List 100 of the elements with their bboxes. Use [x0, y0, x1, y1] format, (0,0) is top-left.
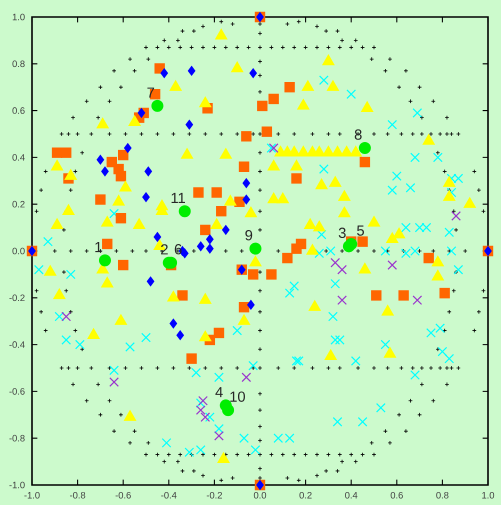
- x-tick-label: 0.4: [345, 492, 358, 499]
- point: [258, 45, 262, 50]
- point: [372, 45, 376, 50]
- point: [180, 468, 185, 474]
- point: [438, 132, 442, 136]
- point: [337, 264, 347, 275]
- point: [284, 82, 295, 92]
- point: [114, 248, 119, 254]
- x-tick-label: 0.2: [299, 492, 312, 499]
- point: [451, 211, 461, 221]
- point: [444, 366, 450, 370]
- point: [196, 405, 206, 415]
- point: [170, 318, 178, 328]
- point: [420, 382, 424, 387]
- x-tick-label: -0.8: [70, 492, 86, 499]
- point: [118, 260, 128, 270]
- point: [171, 366, 176, 370]
- point: [200, 24, 206, 29]
- point: [75, 132, 80, 136]
- point: [106, 156, 117, 168]
- point: [420, 366, 424, 370]
- point: [246, 452, 251, 457]
- point: [258, 438, 262, 443]
- point: [444, 115, 450, 120]
- point: [200, 224, 210, 236]
- point: [326, 452, 331, 457]
- point: [330, 258, 340, 268]
- point: [242, 178, 250, 188]
- annotation: 4: [215, 387, 223, 398]
- point: [98, 254, 111, 266]
- point: [144, 452, 148, 457]
- point: [249, 242, 262, 255]
- point: [247, 300, 255, 310]
- point: [116, 170, 126, 182]
- point: [438, 366, 442, 370]
- point: [155, 132, 160, 136]
- point: [196, 241, 205, 252]
- point: [128, 56, 132, 62]
- x-tick-label: -1.0: [24, 492, 40, 499]
- y-tick-label: 0.6: [12, 107, 25, 114]
- y-tick-label: -0.8: [9, 434, 25, 442]
- point: [59, 366, 64, 370]
- point: [314, 473, 320, 478]
- point: [142, 192, 150, 202]
- point: [424, 252, 434, 264]
- point: [138, 108, 146, 118]
- point: [428, 132, 434, 136]
- point: [66, 366, 71, 370]
- point: [449, 366, 454, 370]
- y-tick-label: 0.4: [12, 154, 25, 161]
- annotation: 8: [354, 129, 362, 140]
- point: [241, 372, 252, 382]
- point: [268, 143, 279, 153]
- point: [144, 45, 148, 50]
- point: [124, 143, 132, 153]
- point: [258, 31, 262, 36]
- point: [177, 290, 188, 301]
- annotation: 10: [230, 391, 245, 402]
- y-tick-label: 0.8: [12, 60, 25, 68]
- point: [324, 468, 328, 474]
- point: [176, 38, 180, 43]
- point: [123, 132, 128, 136]
- y-tick-label: -1.0: [9, 482, 25, 488]
- point: [314, 24, 320, 29]
- annotation: 9: [245, 230, 252, 240]
- point: [258, 366, 262, 370]
- point: [241, 131, 252, 142]
- x-tick-label: -0.6: [116, 492, 131, 499]
- point: [258, 476, 262, 480]
- point: [417, 248, 422, 254]
- point: [160, 68, 168, 78]
- point: [107, 366, 112, 370]
- point: [310, 132, 315, 136]
- point: [282, 252, 293, 264]
- point: [222, 225, 230, 235]
- x-tick-label: 0.8: [436, 492, 448, 499]
- point: [387, 260, 398, 270]
- point: [356, 366, 360, 370]
- point: [61, 148, 72, 158]
- point: [314, 45, 320, 50]
- point: [337, 295, 347, 305]
- point: [258, 408, 262, 412]
- point: [456, 366, 461, 370]
- point: [96, 115, 100, 120]
- point: [212, 452, 217, 457]
- point: [238, 162, 250, 172]
- point: [324, 248, 328, 254]
- point: [258, 466, 262, 471]
- point: [258, 328, 262, 333]
- point: [360, 45, 365, 50]
- point: [70, 115, 76, 120]
- point: [144, 166, 152, 176]
- x-tick-label: 0.6: [390, 492, 403, 499]
- point: [258, 132, 262, 136]
- point: [248, 269, 258, 280]
- point: [399, 366, 404, 370]
- point: [186, 120, 194, 130]
- point: [246, 45, 251, 50]
- point: [200, 452, 206, 457]
- point: [335, 28, 340, 34]
